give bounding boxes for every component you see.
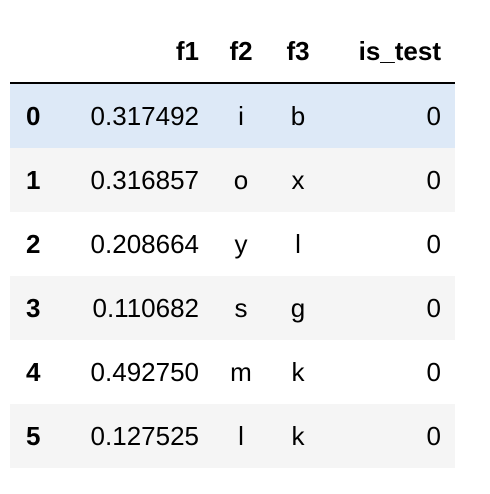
cell-f3: g: [290, 292, 306, 323]
cell-is-test: 0: [426, 228, 441, 259]
row-index: 4: [26, 356, 41, 387]
cell-f1: 0.316857: [90, 164, 199, 195]
cell-is-test: 0: [426, 356, 441, 387]
cell-f3: l: [295, 228, 301, 259]
cell-f1: 0.208664: [90, 228, 199, 259]
cell-f2: i: [238, 100, 244, 131]
cell-f2: o: [233, 164, 249, 195]
cell-is-test: 0: [426, 100, 441, 131]
row-index: 1: [26, 164, 41, 195]
table-row: 5 0.127525 l k 0: [10, 404, 455, 468]
cell-is-test: 0: [426, 164, 441, 195]
dataframe-output: f1 f2 f3 is_test 0 0.317492 i b 0 1 0.31…: [10, 20, 455, 468]
row-index: 2: [26, 228, 41, 259]
cell-f3: k: [291, 356, 305, 387]
cell-f3: b: [290, 100, 306, 131]
table-row: 3 0.110682 s g 0: [10, 276, 455, 340]
cell-is-test: 0: [426, 420, 441, 451]
row-index: 5: [26, 420, 41, 451]
cell-f1: 0.492750: [90, 356, 199, 387]
column-header-f3: f3: [269, 20, 327, 84]
cell-f2: y: [234, 228, 248, 259]
cell-f3: k: [291, 420, 305, 451]
cell-f2: m: [230, 356, 252, 387]
header-row: f1 f2 f3 is_test: [10, 20, 455, 84]
table-row: 2 0.208664 y l 0: [10, 212, 455, 276]
cell-f1: 0.317492: [90, 100, 199, 131]
row-index: 3: [26, 292, 41, 323]
cell-f3: x: [291, 164, 305, 195]
dataframe-table: f1 f2 f3 is_test 0 0.317492 i b 0 1 0.31…: [10, 20, 455, 468]
index-header: [10, 20, 68, 84]
column-header-f2: f2: [213, 20, 269, 84]
cell-f2: l: [238, 420, 244, 451]
table-row: 4 0.492750 m k 0: [10, 340, 455, 404]
column-header-is-test: is_test: [327, 20, 455, 84]
cell-is-test: 0: [426, 292, 441, 323]
table-body: 0 0.317492 i b 0 1 0.316857 o x 0 2 0.20…: [10, 83, 455, 468]
column-header-f1: f1: [68, 20, 213, 84]
cell-f2: s: [234, 292, 248, 323]
table-row: 1 0.316857 o x 0: [10, 148, 455, 212]
table-header: f1 f2 f3 is_test: [10, 20, 455, 84]
cell-f1: 0.110682: [92, 292, 199, 323]
table-row: 0 0.317492 i b 0: [10, 83, 455, 148]
row-index: 0: [26, 100, 41, 131]
cell-f1: 0.127525: [90, 420, 199, 451]
